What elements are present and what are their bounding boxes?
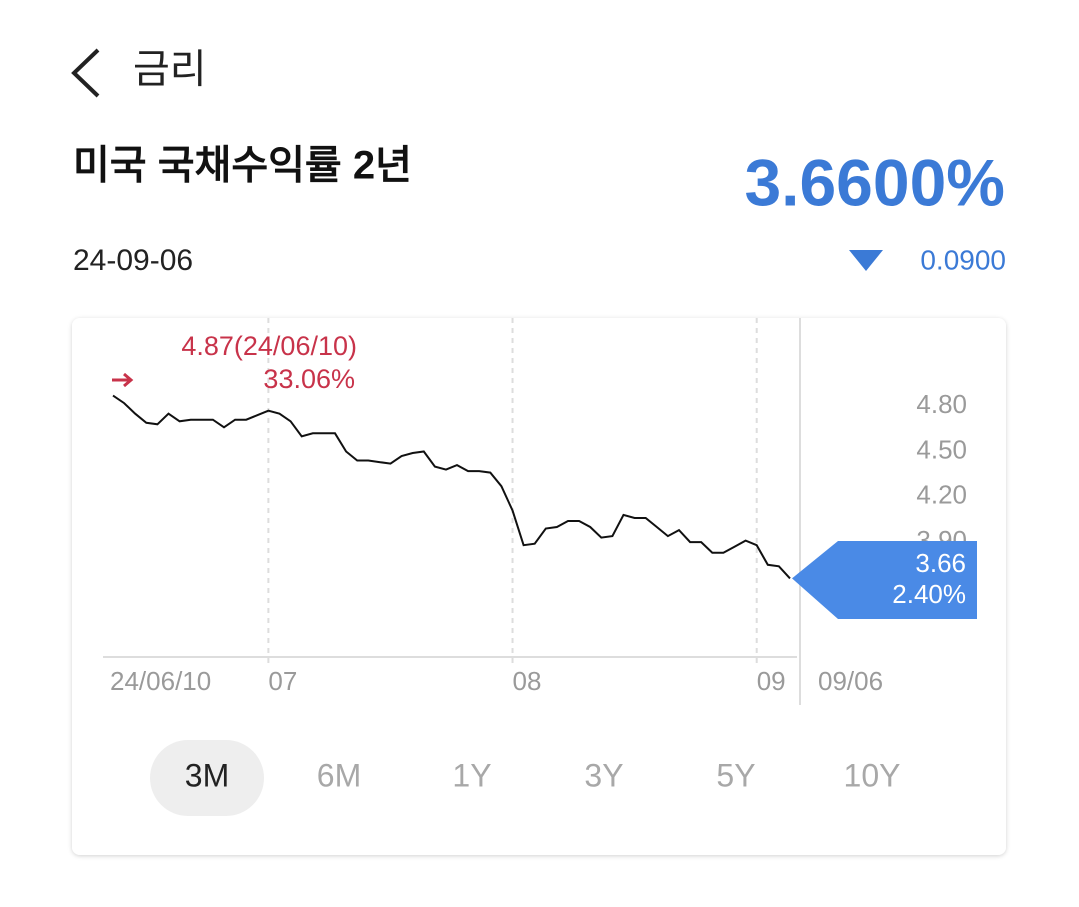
high-arrow [112, 372, 134, 388]
period-tab[interactable]: 6M [317, 757, 361, 793]
price: 3.6600% [744, 145, 1005, 219]
period-tabs: 3M 6M 1Y 3Y 5Y 10Y [150, 740, 900, 816]
y-tick-label: 4.50 [916, 434, 967, 464]
current-change: 2.40% [892, 579, 966, 609]
chart-card [72, 318, 1006, 855]
change: 0.0900 [920, 244, 1006, 275]
x-tick-label: 09/06 [818, 666, 883, 696]
high-label: 4.87(24/06/10) [181, 331, 357, 361]
x-tick-label: 08 [513, 666, 542, 696]
period-tab[interactable]: 10Y [844, 757, 901, 793]
instrument-name: 미국 국채수익률 2년 [73, 144, 412, 188]
page-title: 금리 [133, 48, 207, 92]
current-tag [792, 541, 977, 619]
back-button[interactable] [71, 48, 100, 98]
x-tick-label: 09 [757, 666, 786, 696]
period-tab[interactable]: 1Y [452, 757, 491, 793]
current-label: 3.66 [915, 548, 966, 578]
y-tick-label: 4.80 [916, 389, 967, 419]
x-tick-label: 24/06/10 [110, 666, 211, 696]
date: 24-09-06 [73, 244, 193, 277]
price-line [112, 394, 791, 580]
y-tick-label: 4.20 [916, 480, 967, 510]
high-change: 33.06% [263, 364, 355, 394]
period-tab[interactable]: 5Y [716, 757, 755, 793]
down-icon [849, 250, 883, 271]
period-tab[interactable]: 3M [185, 757, 229, 793]
period-tab[interactable]: 3Y [584, 757, 623, 793]
selected-tab-bg [150, 740, 264, 816]
x-tick-label: 07 [268, 666, 297, 696]
